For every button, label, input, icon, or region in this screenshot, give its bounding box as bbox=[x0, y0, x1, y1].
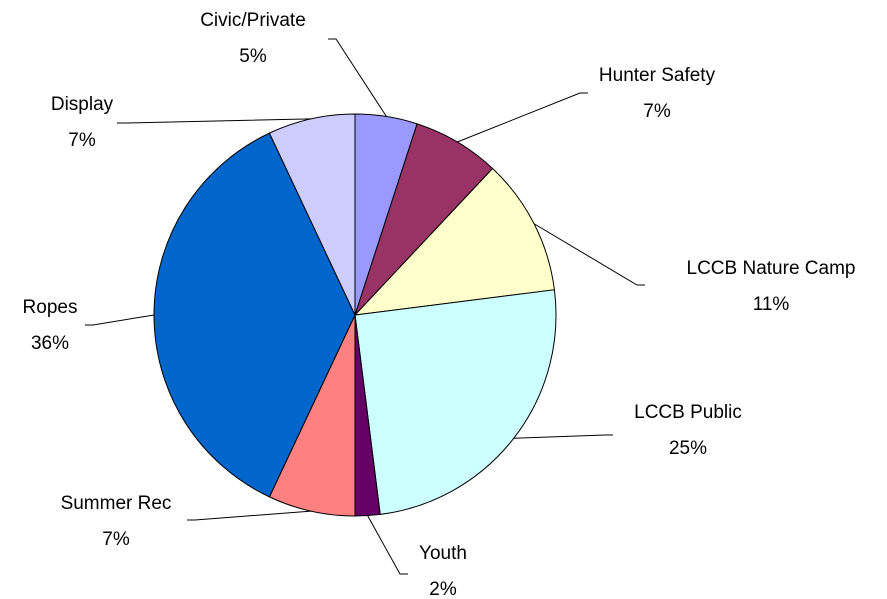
slice-name-lccb-nature-camp: LCCB Nature Camp bbox=[687, 258, 856, 279]
slice-percent-lccb-nature-camp: 11% bbox=[753, 294, 790, 315]
pie-slice-ropes bbox=[153, 132, 356, 498]
slice-name-summer-rec: Summer Rec bbox=[61, 493, 172, 514]
leader-line-hunter-safety bbox=[457, 92, 588, 143]
leader-line-display bbox=[117, 118, 312, 124]
slice-percent-summer-rec: 7% bbox=[102, 529, 130, 550]
pie-slice-lccb-public bbox=[354, 289, 557, 515]
slice-percent-display: 7% bbox=[68, 130, 96, 151]
slice-name-lccb-public: LCCB Public bbox=[634, 402, 742, 423]
leader-line-youth bbox=[367, 515, 408, 575]
pie-slice-display bbox=[268, 113, 356, 316]
pie-slices bbox=[153, 113, 557, 517]
slice-name-hunter-safety: Hunter Safety bbox=[599, 65, 716, 86]
slice-name-youth: Youth bbox=[419, 543, 467, 564]
slice-percent-hunter-safety: 7% bbox=[643, 101, 671, 122]
leader-line-ropes bbox=[85, 314, 155, 326]
leader-line-civic-private bbox=[328, 38, 387, 117]
leader-line-lccb-nature-camp bbox=[533, 223, 645, 286]
slice-name-ropes: Ropes bbox=[23, 297, 78, 318]
slice-name-display: Display bbox=[51, 94, 114, 115]
slice-percent-youth: 2% bbox=[429, 579, 457, 599]
slice-labels: Civic/Private 5% Hunter Safety 7% LCCB Natur… bbox=[23, 10, 856, 599]
leader-line-summer-rec bbox=[187, 510, 312, 521]
leader-line-lccb-public bbox=[513, 434, 613, 439]
slice-percent-ropes: 36% bbox=[31, 333, 69, 354]
slice-percent-civic-private: 5% bbox=[239, 46, 267, 67]
leader-lines bbox=[85, 38, 645, 575]
slice-percent-lccb-public: 25% bbox=[669, 438, 707, 459]
slice-name-civic-private: Civic/Private bbox=[200, 10, 306, 31]
